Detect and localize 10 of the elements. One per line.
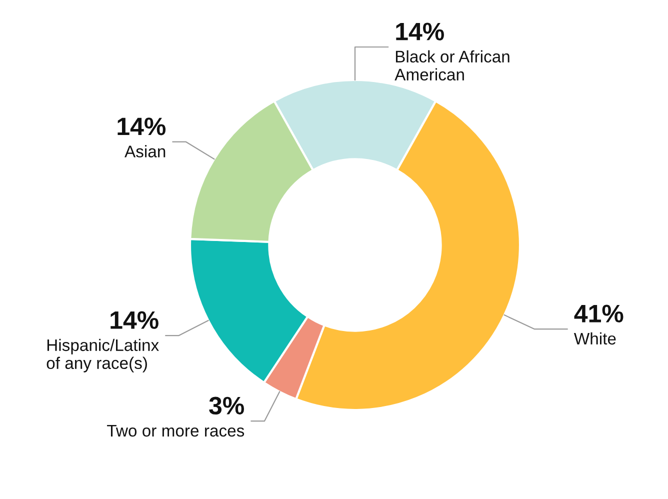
slice-label: Hispanic/Latinx of any race(s) <box>46 338 159 372</box>
slice-label: Black or African American <box>394 50 510 80</box>
data-label: 14% <box>396 22 444 40</box>
data-label: 41% <box>574 304 624 322</box>
slice-label: Asian <box>124 145 166 158</box>
slice-label: White <box>574 332 616 345</box>
data-label: 14% <box>110 311 158 329</box>
slice-label: Two or more races <box>107 425 244 437</box>
data-label: 14% <box>118 118 166 136</box>
data-label: 3% <box>209 396 244 415</box>
